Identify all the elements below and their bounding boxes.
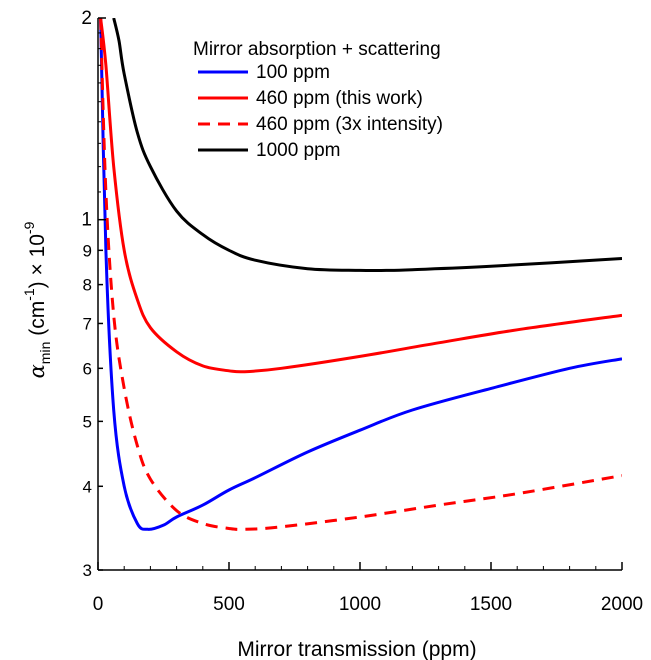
svg-text:αmin (cm-1) × 10-9: αmin (cm-1) × 10-9 <box>21 221 53 378</box>
y-axis-power: -9 <box>21 221 37 234</box>
legend-label-2: 460 ppm (this work) <box>256 88 423 109</box>
x-tick-label-2000: 2000 <box>601 594 643 615</box>
legend-title: Mirror absorption + scattering <box>193 39 441 60</box>
x-tick-label-1000: 1000 <box>339 594 381 615</box>
y-axis-symbol: α <box>25 364 49 378</box>
x-axis-title: Mirror transmission (ppm) <box>237 638 476 660</box>
y-axis-title: αmin (cm-1) × 10-9 <box>21 221 53 378</box>
x-tick-label-500: 500 <box>213 594 245 615</box>
y-tick-label-1: 1 <box>81 210 92 231</box>
y-tick-label-0.3: 3 <box>83 561 92 580</box>
series-line-3 <box>99 18 622 531</box>
y-tick-label-0.4: 4 <box>83 477 92 496</box>
series-line-4 <box>112 18 622 273</box>
y-tick-label-0.6: 6 <box>83 359 92 378</box>
legend: Mirror absorption + scattering 100 ppm 46… <box>193 39 443 161</box>
axes-layer: 0 500 1000 1500 2000 3 4 5 6 7 8 9 1 2 <box>81 8 643 615</box>
legend-label-1: 100 ppm <box>256 62 330 83</box>
y-tick-label-0.5: 5 <box>83 412 92 431</box>
y-tick-label-0.9: 9 <box>83 241 92 260</box>
legend-label-3: 460 ppm (3x intensity) <box>256 114 443 135</box>
y-tick-label-0.7: 7 <box>83 314 92 333</box>
x-tick-label-0: 0 <box>93 594 104 615</box>
series-line-1 <box>99 18 622 531</box>
y-tick-label-0.8: 8 <box>83 276 92 295</box>
y-axis-subscript: min <box>37 342 53 365</box>
y-axis-unit-close: ) × 10 <box>26 234 49 288</box>
series-line-2 <box>99 18 622 374</box>
y-axis-unit-exp: -1 <box>21 288 37 301</box>
x-tick-label-1500: 1500 <box>470 594 512 615</box>
legend-label-4: 1000 ppm <box>256 140 341 161</box>
y-tick-label-2: 2 <box>81 8 92 29</box>
series-layer <box>99 18 622 531</box>
y-axis-unit-open: (cm <box>26 301 49 336</box>
